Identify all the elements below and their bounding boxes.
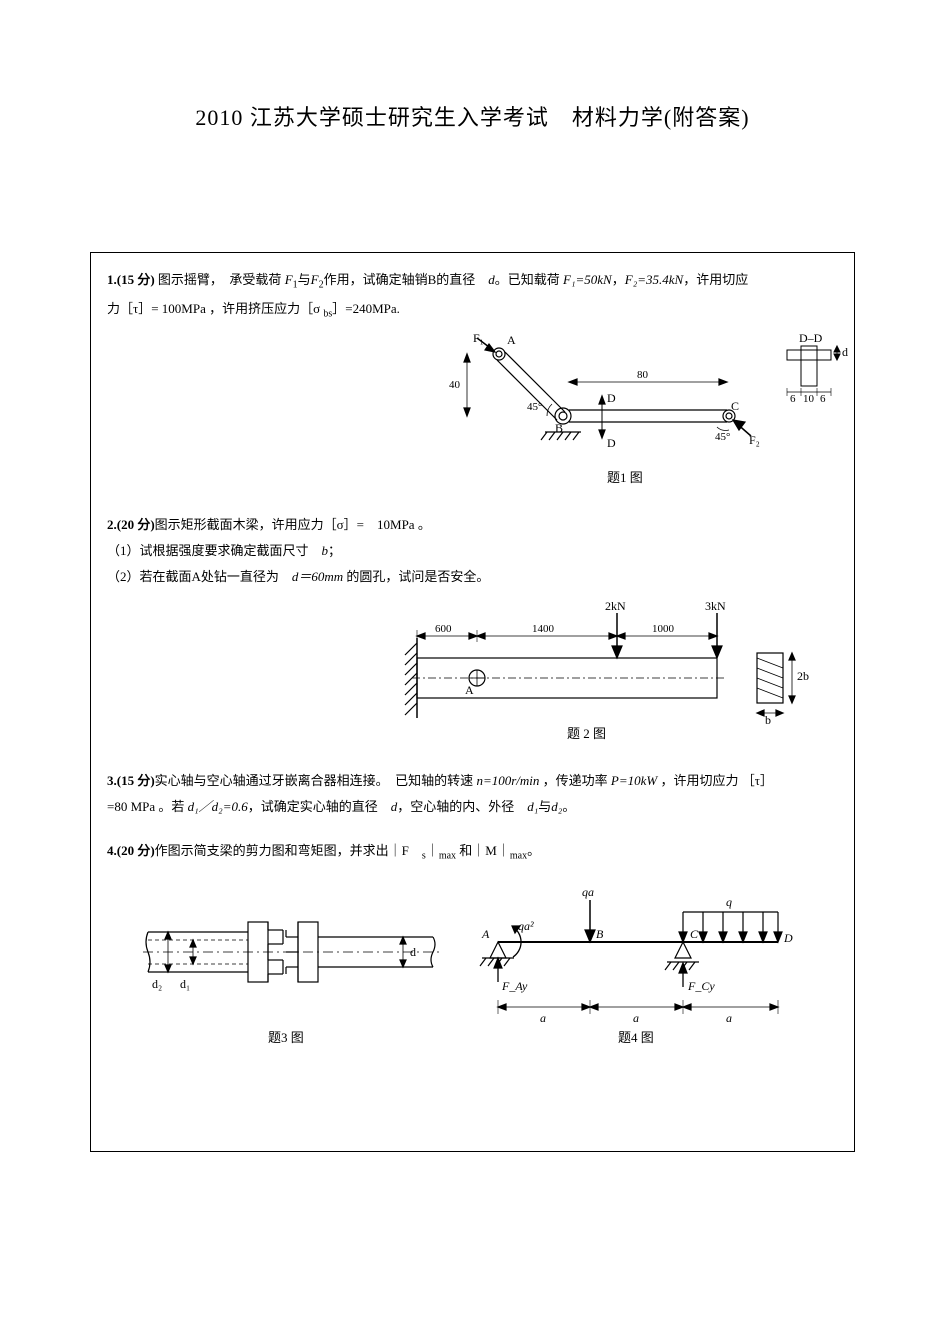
p3-tc: ，许用切应力 ［τ］ (657, 773, 773, 788)
fig4-a1: a (540, 1011, 546, 1025)
fig4-C: C (690, 927, 699, 941)
p3-l2a: =80 MPa 。若 (107, 799, 188, 814)
p2-s2a: （2）若在截面A处钻一直径为 (107, 569, 292, 584)
fig1-DD: D–D (799, 332, 823, 345)
fig4-a2: a (633, 1011, 639, 1025)
p1-tc: 作用，试确定轴销B的直径 (324, 272, 489, 287)
figures-3-4: d₂ d₁ d 题3 图 (107, 882, 838, 1052)
fig2-2b: 2b (797, 669, 809, 683)
p1-bs: bs (323, 308, 332, 319)
fig1-svg: A F₁ 40 80 45° B D D C 45° F₂ D–D (437, 332, 857, 492)
fig2-caption: 题 2 图 (567, 726, 606, 741)
p3-ta: 实心轴与空心轴通过牙嵌离合器相连接。 已知轴的转速 (155, 773, 477, 788)
p4-and: 和｜M｜ (456, 843, 510, 858)
fig1-6a: 6 (790, 393, 796, 405)
p3-d1: d₁ (527, 799, 538, 814)
figure-1: A F₁ 40 80 45° B D D C 45° F₂ D–D (437, 332, 838, 492)
p4-m2: max (510, 851, 527, 862)
p2-dv: d＝60mm (292, 569, 343, 584)
problem-1: 1.(15 分) 图示摇臂， 承受载荷 F1与F2作用，试确定轴销B的直径 d。… (107, 267, 838, 324)
p1-l2b: ］=240MPa. (332, 301, 400, 316)
figure-2: 2kN 3kN 600 1400 1000 A 2b b 题 2 图 (387, 598, 838, 748)
p2-ta: 图示矩形截面木梁，许用应力［σ］= 10MPa 。 (155, 517, 431, 532)
problem-2: 2.(20 分)图示矩形截面木梁，许用应力［σ］= 10MPa 。 （1）试根据… (107, 512, 838, 590)
fig1-C: C (731, 399, 739, 413)
page-title: 2010 江苏大学硕士研究生入学考试 材料力学(附答案) (90, 100, 855, 132)
p1-F2: F (311, 272, 319, 287)
p2-semi: ； (328, 543, 341, 558)
p4-m1: max (439, 851, 456, 862)
p1-td: 。已知载荷 (495, 272, 563, 287)
fig2-A: A (465, 683, 474, 697)
p4-label: 4.(20 分) (107, 843, 155, 858)
p1-F2v: F₂=35.4kN (625, 272, 683, 287)
fig4-qa: qa (582, 885, 594, 899)
p3-n: n=100r/min (476, 773, 539, 788)
fig2-3kn: 3kN (705, 599, 726, 613)
p3-l2b: ，试确定实心轴的直径 (248, 799, 391, 814)
content-box: 1.(15 分) 图示摇臂， 承受载荷 F1与F2作用，试确定轴销B的直径 d。… (90, 252, 855, 1152)
p3-end: 。 (562, 799, 575, 814)
fig3-svg: d₂ d₁ d 题3 图 (138, 882, 448, 1052)
p3-d2: d₂ (551, 799, 562, 814)
fig2-svg: 2kN 3kN 600 1400 1000 A 2b b 题 2 图 (387, 598, 827, 748)
p4-end: 。 (527, 843, 540, 858)
fig1-A: A (507, 333, 516, 347)
fig4-a3: a (726, 1011, 732, 1025)
fig1-F2: F₂ (749, 433, 760, 447)
fig1-caption: 题1 图 (607, 470, 643, 485)
fig2-2kn: 2kN (605, 599, 626, 613)
p3-l2c: ，空心轴的内、外径 (397, 799, 527, 814)
fig3-d2: d₂ (152, 977, 162, 991)
p1-c1: ， (612, 272, 625, 287)
fig1-F1: F₁ (473, 332, 484, 345)
p1-label: 1.(15 分) (107, 272, 155, 287)
problem-3: 3.(15 分)实心轴与空心轴通过牙嵌离合器相连接。 已知轴的转速 n=100r… (107, 768, 838, 820)
fig1-B: B (555, 421, 563, 435)
fig4-FCy: F_Cy (687, 979, 715, 993)
p1-l2a: 力［τ］= 100MPa ，许用挤压应力［σ (107, 301, 323, 316)
fig1-45a: 45° (527, 401, 542, 413)
fig4-B: B (596, 927, 604, 941)
fig4-D: D (783, 931, 793, 945)
fig1-D2: D (607, 436, 616, 450)
p3-and: 与 (538, 799, 551, 814)
p1-F1: F (285, 272, 293, 287)
p1-tb: 与 (298, 272, 311, 287)
problem-4: 4.(20 分)作图示简支梁的剪力图和弯矩图，并求出｜F s｜max 和｜M｜m… (107, 838, 838, 867)
fig1-D: D (607, 391, 616, 405)
fig2-600: 600 (435, 623, 452, 635)
fig3-d1: d₁ (180, 977, 190, 991)
fig1-45b: 45° (715, 431, 730, 443)
p2-s2b: 的圆孔，试问是否安全。 (343, 569, 489, 584)
fig4-q: q (726, 895, 732, 909)
fig1-6b: 6 (820, 393, 826, 405)
p4-ta: 作图示简支梁的剪力图和弯矩图，并求出｜F (155, 843, 422, 858)
p3-P: P=10kW (611, 773, 657, 788)
p1-F1v: F₁=50kN (563, 272, 612, 287)
p3-label: 3.(15 分) (107, 773, 155, 788)
fig1-40: 40 (449, 379, 461, 391)
fig1-80: 80 (637, 369, 649, 381)
fig4-A: A (481, 927, 490, 941)
p3-r: d₁／d₂=0.6 (188, 799, 248, 814)
fig1-10: 10 (803, 393, 815, 405)
fig3-caption: 题3 图 (268, 1030, 304, 1045)
fig1-d: d (842, 345, 848, 359)
p4-b1: ｜ (426, 843, 439, 858)
p1-ta: 图示摇臂， 承受载荷 (155, 272, 285, 287)
fig2-1400: 1400 (532, 623, 555, 635)
p1-te: ，许用切应 (683, 272, 748, 287)
fig2-b: b (765, 713, 771, 727)
p2-label: 2.(20 分) (107, 517, 155, 532)
p3-tb: ，传递功率 (539, 773, 611, 788)
fig4-FAy: F_Ay (501, 979, 528, 993)
fig4-svg: qa qa² q A B C D F_Ay F_Cy a a a 题4 图 (468, 882, 808, 1052)
fig4-qa2: qa² (518, 919, 534, 933)
fig3-d: d (410, 945, 416, 959)
fig4-caption: 题4 图 (618, 1030, 654, 1045)
p2-s1: （1）试根据强度要求确定截面尺寸 (107, 543, 322, 558)
fig2-1000: 1000 (652, 623, 675, 635)
